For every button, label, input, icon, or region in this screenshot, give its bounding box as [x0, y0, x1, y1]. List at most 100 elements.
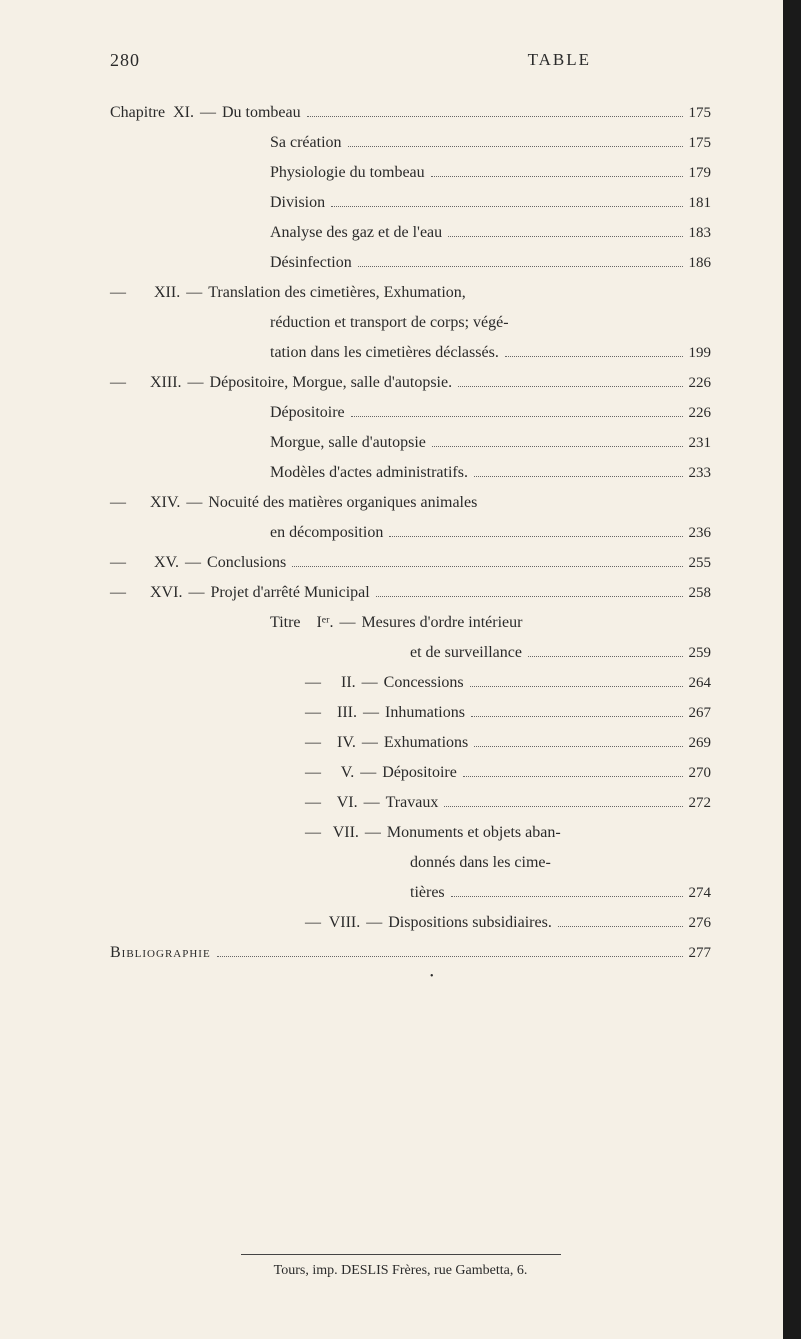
- entry-dash: —: [366, 911, 382, 935]
- toc-entry: Physiologie du tombeau179: [110, 161, 711, 185]
- entry-page-number: 264: [689, 672, 712, 695]
- toc-entry: — VI.—Travaux272: [110, 791, 711, 815]
- toc-entry: — V.—Dépositoire270: [110, 761, 711, 785]
- leader-dots: [451, 896, 683, 897]
- entry-page-number: 175: [689, 132, 712, 155]
- toc-entry: — XIV.—Nocuité des matières organiques a…: [110, 491, 711, 515]
- leader-dots: [558, 926, 683, 927]
- entry-page-number: 258: [689, 582, 712, 605]
- page-number: 280: [110, 50, 140, 71]
- toc-entry: Analyse des gaz et de l'eau183: [110, 221, 711, 245]
- entry-text: Physiologie du tombeau: [270, 161, 425, 185]
- entry-text: tation dans les cimetières déclassés.: [270, 341, 499, 365]
- leader-dots: [470, 686, 683, 687]
- entry-page-number: 272: [689, 792, 712, 815]
- entry-page-number: 186: [689, 252, 712, 275]
- entry-label: Chapitre XI.: [110, 101, 194, 125]
- toc-entry: tation dans les cimetières déclassés.199: [110, 341, 711, 365]
- entry-text: tières: [410, 881, 445, 905]
- toc-entry: — XII.—Translation des cimetières, Exhum…: [110, 281, 711, 305]
- entry-text: Modèles d'actes administratifs.: [270, 461, 468, 485]
- entry-page-number: 181: [689, 192, 712, 215]
- toc-entry: Titre Iᵉʳ.—Mesures d'ordre intérieur: [110, 611, 711, 635]
- leader-dots: [358, 266, 683, 267]
- leader-dots: [528, 656, 683, 657]
- entry-dash: —: [339, 611, 355, 635]
- entry-text: Morgue, salle d'autopsie: [270, 431, 426, 455]
- page-footer: Tours, imp. DESLIS Frères, rue Gambetta,…: [0, 1254, 801, 1279]
- entry-text: donnés dans les cime-: [410, 851, 551, 875]
- entry-page-number: 231: [689, 432, 712, 455]
- toc-entry: réduction et transport de corps; végé-: [110, 311, 711, 335]
- entry-text: Concessions: [384, 671, 464, 695]
- entry-page-number: 183: [689, 222, 712, 245]
- entry-label: — XIV.: [110, 491, 180, 515]
- leader-dots: [474, 476, 683, 477]
- entry-label: — XIII.: [110, 371, 182, 395]
- entry-dash: —: [200, 101, 216, 125]
- toc-entry: Division 181: [110, 191, 711, 215]
- toc-entry: Morgue, salle d'autopsie 231: [110, 431, 711, 455]
- entry-page-number: 267: [689, 702, 712, 725]
- entry-label: Bibliographie: [110, 941, 211, 965]
- leader-dots: [351, 416, 683, 417]
- entry-page-number: 270: [689, 762, 712, 785]
- entry-label: — V.: [305, 761, 354, 785]
- leader-dots: [292, 566, 682, 567]
- leader-dots: [432, 446, 683, 447]
- entry-page-number: 226: [689, 402, 712, 425]
- entry-label: — IV.: [305, 731, 356, 755]
- entry-text: Désinfection: [270, 251, 352, 275]
- entry-page-number: 274: [689, 882, 712, 905]
- toc-entry: — XV.—Conclusions255: [110, 551, 711, 575]
- leader-dots: [505, 356, 683, 357]
- entry-label: — III.: [305, 701, 357, 725]
- decorative-dot: •: [430, 971, 711, 982]
- leader-dots: [471, 716, 683, 717]
- leader-dots: [331, 206, 682, 207]
- entry-label: — XV.: [110, 551, 179, 575]
- entry-text: Dépositoire: [270, 401, 345, 425]
- entry-dash: —: [186, 491, 202, 515]
- entry-text: Mesures d'ordre intérieur: [361, 611, 522, 635]
- page-edge-shadow: [783, 0, 801, 1339]
- footer-rule: [241, 1254, 561, 1255]
- entry-text: Projet d'arrêté Municipal: [210, 581, 369, 605]
- entry-label: — II.: [305, 671, 356, 695]
- entry-dash: —: [186, 281, 202, 305]
- toc-entry: — VIII.—Dispositions subsidiaires.276: [110, 911, 711, 935]
- entry-label: — XVI.: [110, 581, 182, 605]
- entry-dash: —: [185, 551, 201, 575]
- toc-entry: Dépositoire 226: [110, 401, 711, 425]
- entry-text: réduction et transport de corps; végé-: [270, 311, 509, 335]
- leader-dots: [348, 146, 683, 147]
- toc-entry: en décomposition236: [110, 521, 711, 545]
- toc-entry: et de surveillance 259: [110, 641, 711, 665]
- entry-dash: —: [364, 791, 380, 815]
- entry-text: Dispositions subsidiaires.: [388, 911, 552, 935]
- entry-label: — VIII.: [305, 911, 360, 935]
- toc-entry: Sa création 175: [110, 131, 711, 155]
- toc-entry: Modèles d'actes administratifs. 233: [110, 461, 711, 485]
- entry-page-number: 255: [689, 552, 712, 575]
- entry-label: Titre Iᵉʳ.: [270, 611, 333, 635]
- toc-entry: Bibliographie277: [110, 941, 711, 965]
- entry-page-number: 259: [689, 642, 712, 665]
- leader-dots: [444, 806, 682, 807]
- entry-text: Exhumations: [384, 731, 468, 755]
- toc-entry: Chapitre XI.—Du tombeau175: [110, 101, 711, 125]
- toc-entry: — IV.—Exhumations269: [110, 731, 711, 755]
- entry-dash: —: [363, 701, 379, 725]
- entry-page-number: 236: [689, 522, 712, 545]
- entry-page-number: 233: [689, 462, 712, 485]
- entry-text: et de surveillance: [410, 641, 522, 665]
- entry-text: Sa création: [270, 131, 342, 155]
- entry-dash: —: [188, 581, 204, 605]
- entry-dash: —: [188, 371, 204, 395]
- leader-dots: [376, 596, 683, 597]
- leader-dots: [217, 956, 683, 957]
- entry-text: Inhumations: [385, 701, 465, 725]
- leader-dots: [307, 116, 683, 117]
- entry-text: Division: [270, 191, 325, 215]
- leader-dots: [448, 236, 682, 237]
